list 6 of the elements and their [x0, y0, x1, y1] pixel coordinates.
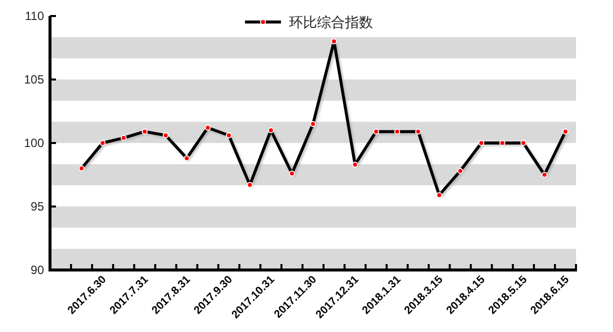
y-tick-label: 110	[24, 9, 44, 23]
legend-label: 环比综合指数	[289, 14, 373, 30]
y-tick-label: 95	[30, 200, 44, 214]
y-tick-label: 105	[24, 72, 44, 86]
y-tick-label: 90	[30, 263, 44, 277]
y-tick-label: 100	[24, 136, 44, 150]
